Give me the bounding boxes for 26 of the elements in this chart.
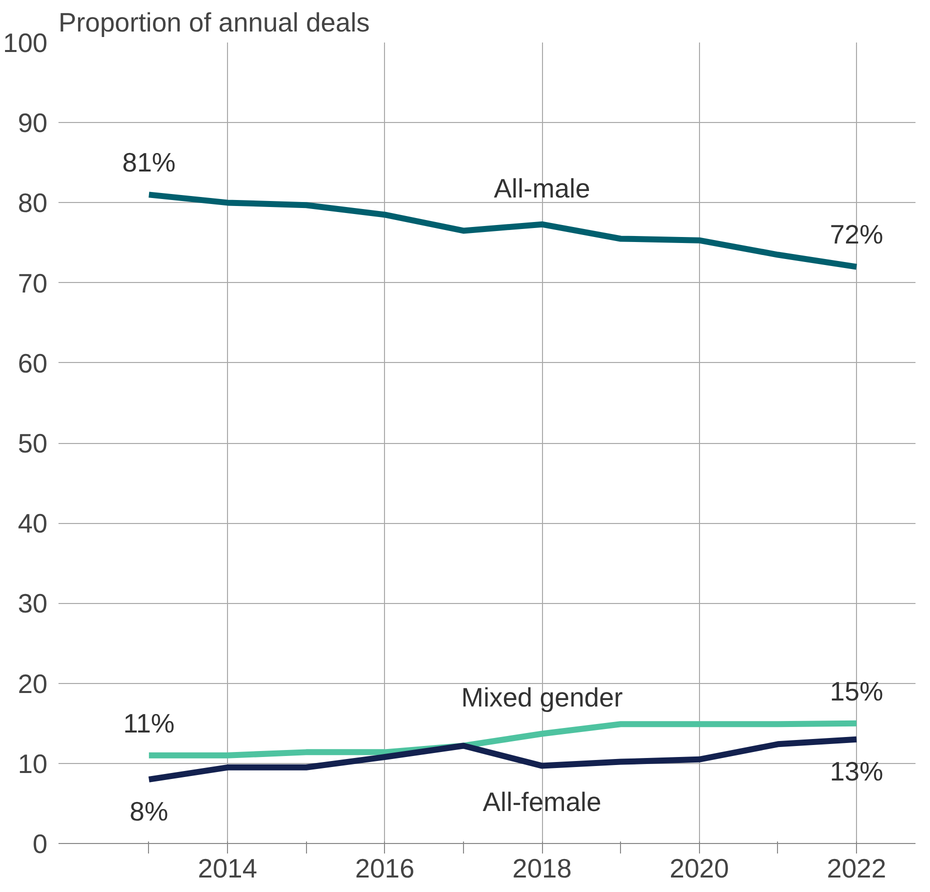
data-label: 81% (122, 148, 176, 178)
data-label: 72% (830, 220, 884, 250)
y-tick-label: 30 (18, 588, 48, 619)
data-label: 11% (123, 708, 175, 738)
y-axis-title: Proportion of annual deals (58, 8, 370, 38)
y-tick-label: 100 (3, 28, 48, 58)
data-label: 15% (830, 676, 884, 706)
x-tick-label: 2018 (512, 854, 572, 884)
data-label: 13% (830, 756, 884, 786)
y-tick-label: 50 (18, 428, 48, 458)
x-tick-label: 2022 (826, 854, 886, 884)
y-tick-label: 40 (18, 508, 48, 539)
x-tick-label: 2016 (355, 854, 414, 884)
series-label: All-male (494, 173, 590, 204)
y-tick-label: 60 (18, 348, 48, 378)
y-tick-label: 90 (18, 108, 48, 138)
y-tick-label: 70 (18, 268, 48, 298)
series-label: Mixed gender (461, 682, 623, 713)
x-tick-label: 2020 (670, 854, 729, 884)
series-label: All-female (482, 786, 602, 817)
y-tick-label: 10 (18, 748, 48, 779)
x-tick-label: 2014 (198, 854, 258, 884)
data-label: 8% (130, 796, 168, 826)
y-tick-label: 0 (32, 829, 48, 859)
y-tick-label: 20 (18, 668, 48, 699)
y-tick-label: 80 (18, 188, 48, 218)
